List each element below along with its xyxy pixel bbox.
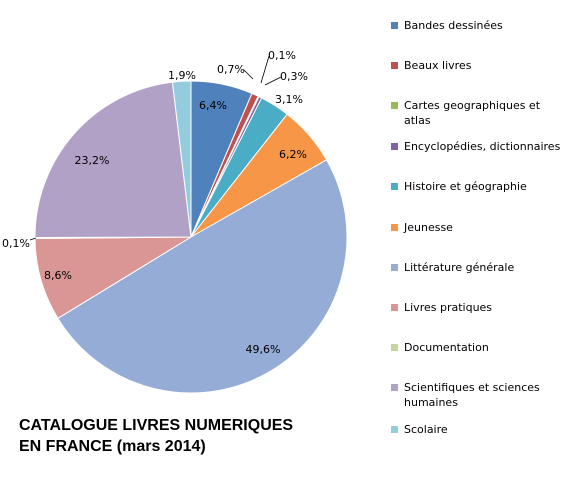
- legend-swatch: [391, 143, 398, 150]
- pie-slice-scolaire: [171, 80, 192, 238]
- data-label-beaux-livres: 0,7%: [217, 63, 245, 76]
- legend-item-scientifiques-et-sciences-humaines: Scientifiques et sciences humaines: [391, 380, 569, 410]
- legend-item-documentation: Documentation: [391, 340, 569, 355]
- legend-label: Beaux livres: [404, 59, 472, 72]
- pie-slice-livres-pratiques: [34, 236, 193, 320]
- leader-lines: [29, 55, 282, 241]
- legend-swatch: [391, 264, 398, 271]
- legend-item-bandes-dessinees: Bandes dessinées: [391, 18, 569, 33]
- legend-label: Encyclopédies, dictionnaires: [404, 140, 561, 153]
- data-label-cartes-geographiques-et-atlas: 0,1%: [268, 49, 296, 62]
- chart-title-line-2: EN FRANCE (mars 2014): [19, 438, 206, 455]
- legend-swatch: [391, 384, 398, 391]
- legend-label: Livres pratiques: [404, 301, 493, 314]
- data-label-jeunesse: 6,2%: [279, 148, 307, 161]
- legend-label: Littérature générale: [404, 261, 515, 274]
- data-label-scolaire: 1,9%: [168, 69, 196, 82]
- legend-label: Cartes geographiques et atlas: [404, 99, 541, 127]
- legend-label: Scientifiques et sciences humaines: [404, 381, 540, 409]
- chart-title: CATALOGUE LIVRES NUMERIQUES EN FRANCE (m…: [19, 415, 349, 457]
- legend-swatch: [391, 426, 398, 433]
- pie-slice-scientifiques-et-sciences-humaines: [34, 81, 192, 238]
- chart-title-line-1: CATALOGUE LIVRES NUMERIQUES: [19, 417, 294, 434]
- legend-item-litterature-generale: Littérature générale: [391, 260, 569, 275]
- legend-label: Jeunesse: [404, 221, 453, 234]
- legend-label: Documentation: [404, 341, 489, 354]
- legend-item-scolaire: Scolaire: [391, 422, 569, 437]
- data-label-histoire-et-geographie: 3,1%: [275, 93, 303, 106]
- legend-item-beaux-livres: Beaux livres: [391, 58, 569, 73]
- legend-swatch: [391, 224, 398, 231]
- leader-line-documentation: [29, 237, 37, 241]
- data-label-scientifiques-et-sciences-humaines: 23,2%: [75, 154, 110, 167]
- legend-item-histoire-et-geographie: Histoire et géographie: [391, 179, 569, 194]
- legend-swatch: [391, 22, 398, 29]
- data-label-livres-pratiques: 8,6%: [44, 269, 72, 282]
- legend-swatch: [391, 102, 398, 109]
- data-label-litterature-generale: 49,6%: [246, 343, 281, 356]
- pie-slices: [34, 80, 348, 394]
- data-label-encyclopedies-dictionnaires: 0,3%: [280, 70, 308, 83]
- legend-label: Scolaire: [404, 423, 448, 436]
- leader-line-encyclopedies-dictionnaires: [264, 76, 282, 86]
- data-label-documentation: 0,1%: [2, 237, 30, 250]
- legend-label: Histoire et géographie: [404, 180, 527, 193]
- pie-slice-litterature-generale: [57, 159, 348, 394]
- legend-item-encyclopedies-dictionnaires: Encyclopédies, dictionnaires: [391, 139, 569, 154]
- legend-swatch: [391, 62, 398, 69]
- legend-swatch: [391, 344, 398, 351]
- leader-line-cartes-geographiques-et-atlas: [260, 55, 270, 84]
- legend-item-jeunesse: Jeunesse: [391, 220, 569, 235]
- legend-swatch: [391, 304, 398, 311]
- legend-swatch: [391, 183, 398, 190]
- data-label-bandes-dessinees: 6,4%: [199, 99, 227, 112]
- legend-item-livres-pratiques: Livres pratiques: [391, 300, 569, 315]
- legend-label: Bandes dessinées: [404, 19, 503, 32]
- leader-line-beaux-livres: [243, 69, 254, 80]
- legend-item-cartes-geographiques-et-atlas: Cartes geographiques et atlas: [391, 98, 569, 128]
- data-labels: 6,4% 0,7% 0,1% 0,3% 3,1% 6,2% 49,6% 8,6% 0,1% 23,…: [2, 49, 308, 356]
